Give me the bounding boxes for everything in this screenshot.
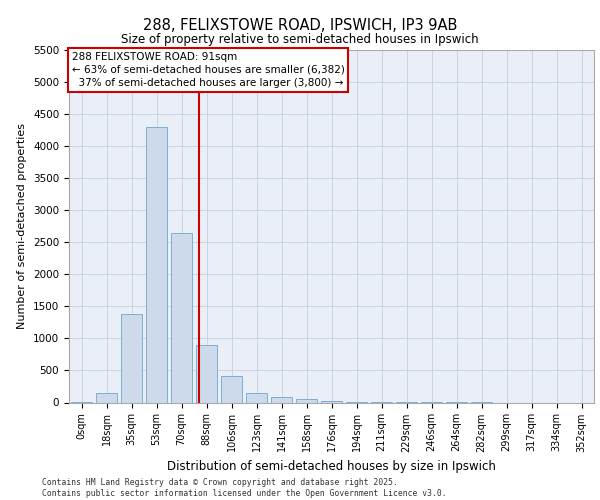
Bar (146, 127, 167, 402)
Text: 288, FELIXSTOWE ROAD, IPSWICH, IP3 9AB: 288, FELIXSTOWE ROAD, IPSWICH, IP3 9AB (143, 18, 457, 32)
Bar (171, 232, 192, 402)
Bar (246, 392, 267, 402)
Text: 288 FELIXSTOWE ROAD: 91sqm
← 63% of semi-detached houses are smaller (6,382)
  3: 288 FELIXSTOWE ROAD: 91sqm ← 63% of semi… (71, 52, 344, 88)
Bar (121, 314, 142, 402)
Bar (221, 376, 242, 402)
Bar (296, 399, 317, 402)
Y-axis label: Number of semi-detached properties: Number of semi-detached properties (17, 123, 28, 329)
X-axis label: Distribution of semi-detached houses by size in Ipswich: Distribution of semi-detached houses by … (167, 460, 496, 473)
Text: Size of property relative to semi-detached houses in Ipswich: Size of property relative to semi-detach… (121, 32, 479, 46)
Bar (196, 345, 217, 403)
Bar (271, 396, 292, 402)
Bar (96, 392, 117, 402)
Text: Contains HM Land Registry data © Crown copyright and database right 2025.
Contai: Contains HM Land Registry data © Crown c… (42, 478, 446, 498)
Bar (321, 401, 342, 402)
